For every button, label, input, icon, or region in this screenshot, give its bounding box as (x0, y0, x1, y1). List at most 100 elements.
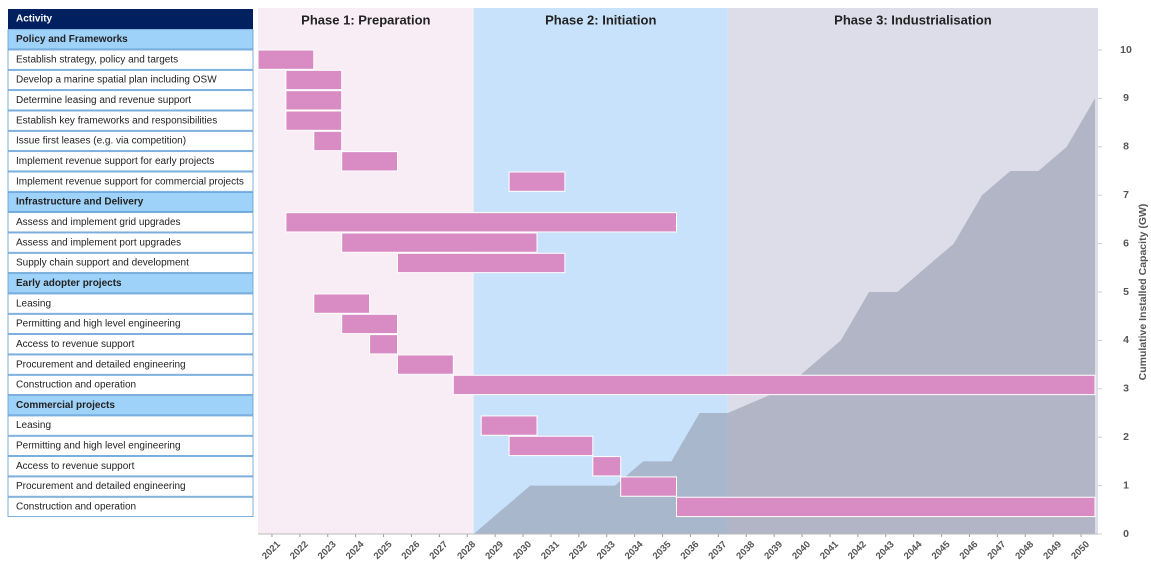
task-bar (620, 476, 678, 497)
x-tick-label: 2050 (1069, 539, 1092, 562)
task-label: Leasing (16, 420, 51, 431)
task-label: Develop a marine spatial plan including … (16, 75, 217, 86)
task-cell (7, 110, 254, 131)
task-label: Assess and implement port upgrades (16, 237, 181, 248)
task-cell (7, 435, 254, 456)
x-tick-label: 2022 (288, 539, 311, 562)
task-label: Procurement and detailed engineering (16, 359, 186, 370)
task-cell (7, 69, 254, 91)
task-cell (7, 476, 254, 497)
task-bar (397, 354, 454, 375)
x-tick-label: 2024 (344, 539, 367, 562)
x-tick-label: 2034 (623, 539, 646, 562)
task-cell (7, 334, 254, 355)
task-label: Determine leasing and revenue support (16, 95, 191, 106)
x-tick-label: 2027 (427, 539, 450, 562)
task-bar (452, 374, 1096, 396)
y2-tick-label: 7 (1123, 189, 1129, 201)
y2-tick-label: 10 (1120, 44, 1132, 56)
task-label: Permitting and high level engineering (16, 441, 181, 452)
task-label: Issue first leases (e.g. via competition… (16, 136, 186, 147)
task-bar (341, 313, 399, 335)
task-cell (7, 151, 254, 172)
task-cell (7, 293, 254, 314)
capacity-area (473, 98, 1095, 535)
task-bar (313, 293, 371, 314)
y2-tick-label: 1 (1123, 479, 1129, 491)
y2-tick-label: 5 (1123, 286, 1129, 298)
x-tick-label: 2021 (260, 539, 283, 562)
task-cell (7, 415, 254, 436)
x-tick-label: 2023 (316, 539, 339, 562)
task-cell (7, 212, 254, 233)
task-label: Leasing (16, 298, 51, 309)
task-cell (7, 49, 254, 70)
task-bar (480, 415, 538, 436)
section-cell (7, 29, 254, 50)
x-tick-label: 2038 (734, 539, 757, 562)
task-cell (7, 130, 254, 152)
y2-tick-label: 3 (1123, 383, 1129, 395)
task-cell (7, 90, 254, 111)
x-tick-label: 2048 (1013, 539, 1036, 562)
task-cell (7, 171, 254, 192)
task-bar (285, 110, 343, 131)
task-label: Access to revenue support (16, 339, 135, 350)
phase-title: Phase 2: Initiation (545, 12, 656, 27)
phase-title: Phase 1: Preparation (301, 12, 430, 27)
section-label: Infrastructure and Delivery (16, 197, 144, 208)
x-tick-label: 2040 (790, 539, 813, 562)
task-cell (7, 496, 254, 517)
y2-axis-label: Cumulative Installed Capacity (GW) (1137, 204, 1149, 381)
x-tick-label: 2042 (846, 539, 869, 562)
task-label: Procurement and detailed engineering (16, 481, 186, 492)
task-bar (676, 496, 1096, 518)
activity-header: Activity (16, 14, 53, 25)
task-bar (257, 49, 315, 70)
y2-tick-label: 8 (1123, 141, 1129, 153)
x-tick-label: 2025 (372, 539, 395, 562)
task-bar (508, 435, 594, 457)
section-cell (7, 273, 254, 294)
task-bar (341, 151, 399, 172)
task-cell (7, 456, 254, 477)
y2-tick-label: 0 (1123, 528, 1129, 540)
x-tick-label: 2035 (651, 539, 674, 562)
task-label: Implement revenue support for early proj… (16, 156, 214, 167)
y2-tick-label: 6 (1123, 237, 1129, 249)
x-tick-label: 2028 (455, 539, 478, 562)
x-tick-label: 2036 (679, 539, 702, 562)
task-bar (341, 232, 538, 253)
x-tick-label: 2029 (483, 539, 506, 562)
x-tick-label: 2046 (958, 539, 981, 562)
task-bar (313, 130, 343, 152)
x-tick-label: 2030 (511, 539, 534, 562)
x-tick-label: 2049 (1041, 539, 1064, 562)
task-bar (369, 334, 399, 355)
task-bar (592, 456, 622, 477)
section-cell (7, 395, 254, 416)
task-label: Access to revenue support (16, 461, 135, 472)
y2-tick-label: 9 (1123, 92, 1129, 104)
x-tick-label: 2033 (595, 539, 618, 562)
task-cell (7, 232, 254, 253)
x-tick-label: 2041 (818, 539, 841, 562)
task-bar (285, 90, 343, 111)
y2-tick-label: 2 (1123, 431, 1129, 443)
section-label: Policy and Frameworks (16, 34, 128, 45)
task-label: Supply chain support and development (16, 258, 189, 269)
x-tick-label: 2045 (930, 539, 953, 562)
x-tick-label: 2026 (400, 539, 423, 562)
section-label: Early adopter projects (16, 278, 122, 289)
x-tick-label: 2044 (902, 539, 925, 562)
task-cell (7, 252, 254, 274)
task-cell (7, 374, 254, 396)
x-tick-label: 2043 (874, 539, 897, 562)
task-bar (397, 252, 566, 274)
x-tick-label: 2031 (539, 539, 562, 562)
x-tick-label: 2037 (706, 539, 729, 562)
section-label: Commercial projects (16, 400, 115, 411)
x-tick-label: 2047 (985, 539, 1008, 562)
task-cell (7, 354, 254, 375)
